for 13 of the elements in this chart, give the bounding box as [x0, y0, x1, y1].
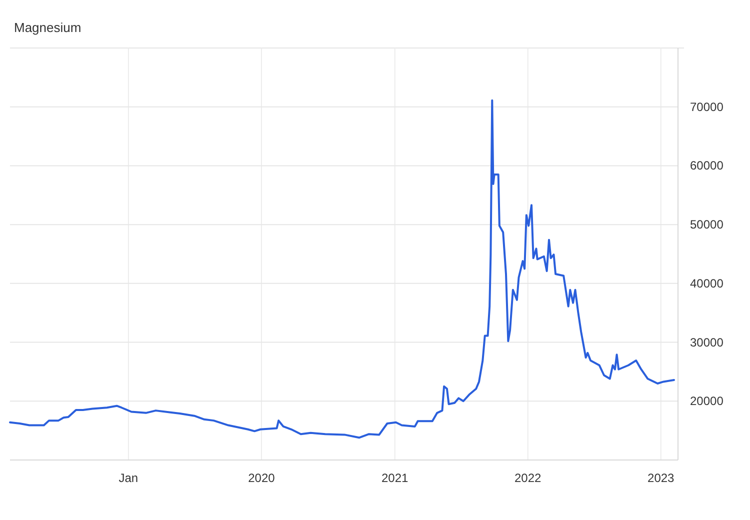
chart-title: Magnesium: [14, 20, 82, 35]
line-series: [9, 99, 675, 439]
y-tick-label: 50000: [690, 218, 724, 232]
y-tick-label: 30000: [690, 335, 724, 350]
x-tick-label: 2021: [381, 471, 409, 485]
y-tick-label: 40000: [690, 276, 724, 290]
x-tick-label: 2023: [648, 471, 675, 485]
x-tick-label: 2022: [514, 471, 542, 485]
y-tick-label: 70000: [690, 100, 724, 114]
y-tick-label: 20000: [690, 394, 724, 408]
y-tick-label: 60000: [690, 158, 724, 173]
x-tick-label: 2020: [248, 471, 276, 485]
x-tick-label: Jan: [118, 471, 138, 485]
